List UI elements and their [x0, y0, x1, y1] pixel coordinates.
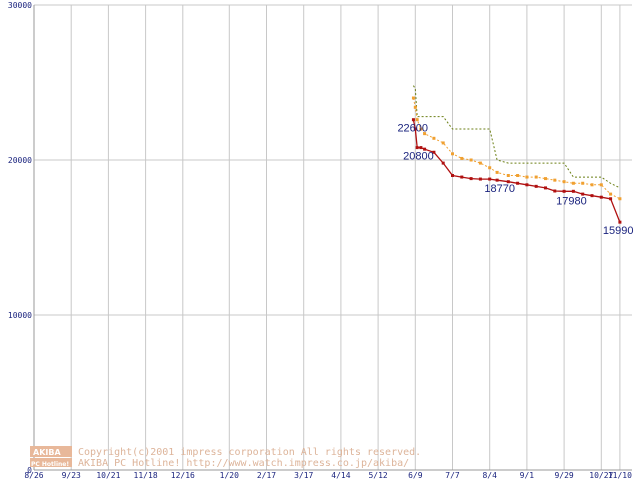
series-2-point [553, 178, 557, 182]
akiba-logo: AKIBA PC Hotline! [30, 446, 72, 468]
x-tick-label: 9/23 [62, 471, 81, 480]
series-3-point [460, 175, 464, 179]
y-tick-label: 10000 [8, 311, 32, 320]
x-tick-label: 1/20 [220, 471, 239, 480]
x-tick-label: 10/27 [589, 471, 613, 480]
copyright-line: Copyright(c)2001 impress corporation All… [78, 447, 421, 458]
y-tick-label: 20000 [8, 156, 32, 165]
x-tick-label: 9/29 [554, 471, 573, 480]
series-3-point [516, 181, 520, 185]
series-2-point [441, 141, 445, 145]
series-2-point [469, 158, 473, 162]
data-label: 17980 [556, 195, 587, 207]
series-2-point [415, 118, 419, 122]
series-3-point [525, 183, 529, 187]
series-3-point [419, 146, 423, 150]
series-2-point [432, 136, 436, 140]
x-tick-label: 9/1 [520, 471, 535, 480]
y-tick-label: 30000 [8, 1, 32, 10]
data-label: 15990 [603, 225, 634, 237]
series-2-point [609, 192, 613, 196]
series-3-point [506, 180, 510, 184]
series-2-point [506, 174, 510, 177]
series-2-point [562, 180, 566, 184]
series-2-point [488, 166, 492, 170]
series-2-point [544, 177, 547, 181]
grid [33, 4, 632, 471]
series-3-point [571, 189, 575, 193]
series-2-point [451, 152, 454, 156]
data-label: 18770 [484, 183, 515, 195]
series-2-point [534, 175, 538, 179]
series-3-point [553, 189, 557, 193]
series-2-point [411, 96, 415, 100]
url-line: AKIBA PC Hotline! http://www.watch.impre… [78, 458, 409, 469]
series-3-point [544, 186, 547, 190]
x-tick-label: 8/26 [24, 471, 43, 480]
series-group [411, 85, 622, 224]
series-2-point [516, 174, 520, 177]
x-tick-label: 2/17 [257, 471, 276, 480]
x-tick-label: 4/14 [331, 471, 350, 480]
series-3-point [562, 189, 566, 193]
series-2-point [423, 132, 427, 136]
series-2-point [495, 170, 499, 174]
series-3-point [609, 197, 613, 201]
series-3-point [411, 118, 415, 122]
data-label: 20800 [403, 151, 434, 163]
series-2-point [599, 183, 603, 187]
watermark: AKIBA PC Hotline! Copyright(c)2001 impre… [30, 446, 421, 469]
series-2-point [460, 156, 464, 160]
series-3-point [451, 174, 454, 177]
data-labels: 22600 20800 18770 17980 15990 [397, 123, 633, 237]
series-3-point [534, 184, 538, 188]
x-tick-label: 11/10 [608, 471, 632, 480]
series-3-point [469, 177, 473, 181]
logo-top-text: AKIBA [33, 448, 61, 457]
series-3-point [618, 220, 622, 224]
series-3-point [413, 127, 417, 131]
series-3-point [415, 146, 419, 150]
x-tick-label: 8/4 [482, 471, 497, 480]
x-tick-label: 3/17 [294, 471, 313, 480]
series-2-point [419, 127, 423, 131]
x-tick-label: 5/12 [368, 471, 387, 480]
series-2-point [590, 183, 594, 187]
series-line-3 [412, 119, 621, 223]
series-line-1 [412, 85, 621, 189]
series-2-point [618, 197, 622, 201]
series-3-point [590, 194, 594, 198]
series-2-point [571, 181, 575, 185]
data-label: 22600 [397, 123, 428, 135]
x-tick-label: 7/7 [445, 471, 460, 480]
y-tick-label: 0 [27, 466, 32, 475]
series-3-point [599, 195, 603, 199]
series-3-point [495, 178, 499, 182]
x-tick-label: 11/18 [134, 471, 158, 480]
axes: 0 10000 20000 30000 8/26 9/23 10/21 11/18 12/16 1… [8, 1, 632, 480]
x-tick-label: 6/9 [408, 471, 423, 480]
x-tick-label: 12/16 [171, 471, 195, 480]
series-3-point [478, 177, 482, 181]
series-2-point [413, 105, 417, 109]
series-3-point [432, 150, 436, 154]
x-tick-label: 10/21 [96, 471, 120, 480]
series-2-point [478, 161, 482, 165]
logo-bottom-text: PC Hotline! [31, 461, 69, 468]
series-3-point [441, 161, 445, 165]
series-3-point [488, 177, 492, 181]
series-3-point [581, 192, 585, 196]
series-2-point [581, 181, 585, 185]
series-3-point [423, 147, 427, 151]
series-2-point [525, 175, 529, 179]
